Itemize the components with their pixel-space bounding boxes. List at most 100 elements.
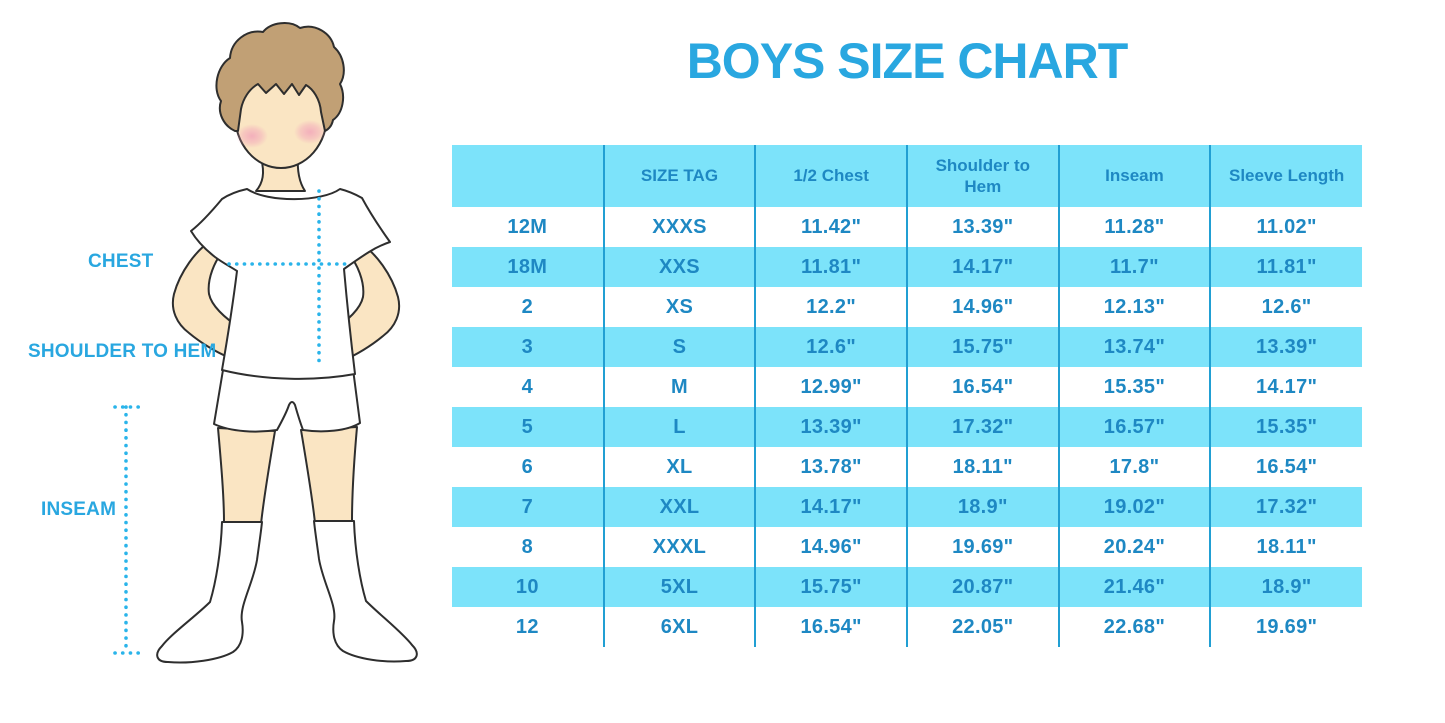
table-row: 12M XXXS 11.42" 13.39" 11.28" 11.02" [452,207,1362,247]
measurement-cell: 12.99" [754,367,907,407]
measurement-cell: 20.87" [905,567,1059,607]
measurement-cell: 15.35" [1209,407,1362,447]
measurement-cell: 15.75" [905,327,1059,367]
measurement-dotted-lines [113,189,348,655]
measurement-cell: 16.54" [1209,447,1362,487]
table-row: 12 6XL 16.54" 22.05" 22.68" 19.69" [452,607,1362,647]
measurement-cell: 13.78" [754,447,907,487]
boy-figure-illustration [113,22,418,664]
size-cell: 10 [452,567,604,607]
size-table-header-row: SIZE TAG 1/2 Chest Shoulder to Hem Inseam Sl… [452,145,1362,207]
measurement-cell: 22.68" [1057,607,1211,647]
measurement-cell: 11.7" [1057,247,1211,287]
measurement-cell: 17.32" [905,407,1059,447]
shoulder-to-hem-measurement-label: SHOULDER TO HEM [28,341,217,362]
size-table-body: 12M XXXS 11.42" 13.39" 11.28" 11.02" 18M XXS 11.… [452,207,1362,647]
measurement-cell: 11.28" [1057,207,1211,247]
measurement-cell: S [602,327,756,367]
measurement-cell: 14.17" [754,487,907,527]
measurement-cell: 12.13" [1057,287,1211,327]
measurement-cell: XXXS [602,207,756,247]
measurement-cell: XS [602,287,756,327]
measurement-cell: 22.05" [905,607,1059,647]
inseam-measurement-label: INSEAM [41,499,117,520]
size-cell: 4 [521,375,534,398]
left-leg [217,427,276,525]
measurement-cell: XXL [602,487,756,527]
size-cell: 6 [521,455,534,478]
size-table: SIZE TAG 1/2 Chest Shoulder to Hem Inseam Sl… [452,145,1362,647]
table-row: 2 XS 12.2" 14.96" 12.13" 12.6" [452,287,1362,327]
measurement-cell: 5XL [602,567,756,607]
table-row: 8 XXXL 14.96" 19.69" 20.24" 18.11" [452,527,1362,567]
measurement-cell: 11.02" [1209,207,1362,247]
measurement-cell: XXXL [602,527,756,567]
left-sock [156,521,263,664]
measurement-cell: 15.75" [754,567,907,607]
hair [215,22,345,132]
left-blush [236,124,268,148]
column-header-shoulder-to-hem: Shoulder to Hem [905,145,1059,207]
table-row: 6 XL 13.78" 18.11" 17.8" 16.54" [452,447,1362,487]
column-header-empty [452,145,604,207]
size-table-header: SIZE TAG 1/2 Chest Shoulder to Hem Inseam Sl… [452,145,1362,207]
measurement-cell: 13.39" [1209,327,1362,367]
measurement-cell: 18.9" [1209,567,1362,607]
column-header-1-2-chest: 1/2 Chest [754,145,907,207]
measurement-cell: 18.9" [905,487,1059,527]
measurement-cell: 15.35" [1057,367,1211,407]
measurement-cell: 14.17" [1209,367,1362,407]
right-sock [313,520,418,663]
measurement-cell: XL [602,447,756,487]
table-row: 3 S 12.6" 15.75" 13.74" 13.39" [452,327,1362,367]
table-row: 18M XXS 11.81" 14.17" 11.7" 11.81" [452,247,1362,287]
measurement-cell: 12.6" [1209,287,1362,327]
measurement-cell: 13.74" [1057,327,1211,367]
size-cell: 7 [452,487,604,527]
t-shirt [190,188,391,380]
measurement-cell: 14.96" [754,527,907,567]
measurement-cell: 21.46" [1057,567,1211,607]
column-header-size-tag: SIZE TAG [602,145,756,207]
measurement-cell: 12.6" [754,327,907,367]
right-blush [294,120,326,144]
right-leg [300,426,358,524]
measurement-cell: L [602,407,756,447]
measurement-cell: 17.32" [1209,487,1362,527]
size-cell: 18M [452,247,604,287]
column-header-inseam: Inseam [1057,145,1211,207]
table-row: 10 5XL 15.75" 20.87" 21.46" 18.9" [452,567,1362,607]
measurement-cell: 19.69" [905,527,1059,567]
measurement-cell: 14.96" [905,287,1059,327]
table-row: 7 XXL 14.17" 18.9" 19.02" 17.32" [452,487,1362,527]
measurement-cell: 14.17" [905,247,1059,287]
chest-measurement-label: CHEST [88,251,154,272]
size-cell: 2 [521,295,534,318]
measurement-cell: 11.42" [754,207,907,247]
column-header-sleeve-length: Sleeve Length [1209,145,1362,207]
measurement-cell: 11.81" [1209,247,1362,287]
table-row: 5 L 13.39" 17.32" 16.57" 15.35" [452,407,1362,447]
measurement-cell: 13.39" [754,407,907,447]
page-title: BOYS SIZE CHART [686,33,1129,89]
size-cell: 12 [515,615,539,638]
size-cell: 3 [452,327,604,367]
measurement-cell: 19.69" [1209,607,1362,647]
measurement-cell: 11.81" [754,247,907,287]
measurement-cell: 17.8" [1057,447,1211,487]
measurement-cell: 18.11" [1209,527,1362,567]
shorts [213,368,361,433]
measurement-cell: 12.2" [754,287,907,327]
measurement-cell: M [602,367,756,407]
measurement-cell: 16.54" [905,367,1059,407]
measurement-cell: XXS [602,247,756,287]
measurement-cell: 6XL [602,607,756,647]
measurement-cell: 20.24" [1057,527,1211,567]
measurement-cell: 18.11" [905,447,1059,487]
size-cell: 5 [452,407,604,447]
measurement-cell: 13.39" [905,207,1059,247]
size-cell: 12M [507,215,548,238]
table-row: 4 M 12.99" 16.54" 15.35" 14.17" [452,367,1362,407]
left-arm [171,239,244,358]
measurement-cell: 19.02" [1057,487,1211,527]
